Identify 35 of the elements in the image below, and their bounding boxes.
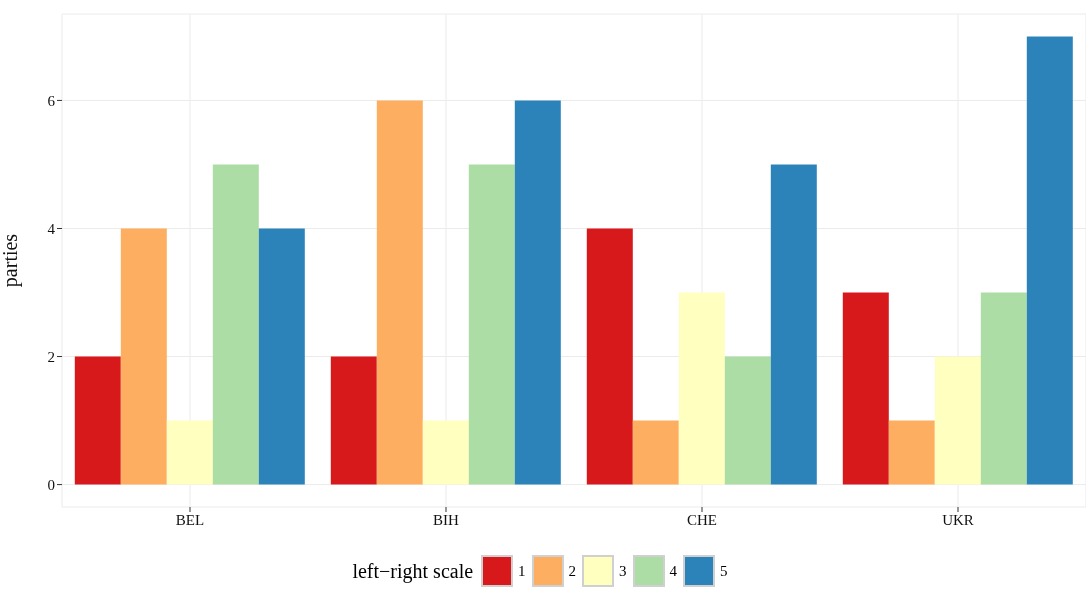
bar <box>888 420 935 485</box>
legend-label: 1 <box>518 562 526 580</box>
bar <box>330 356 377 485</box>
bar <box>212 164 259 485</box>
y-tick-label: 4 <box>47 220 56 237</box>
legend-label: 2 <box>568 562 577 580</box>
y-tick-label: 6 <box>47 92 56 109</box>
legend-label: 4 <box>669 562 678 580</box>
bar <box>422 420 469 485</box>
x-tick-label: BEL <box>175 511 205 528</box>
bar <box>842 292 889 485</box>
bar <box>678 292 725 485</box>
bar <box>770 164 817 485</box>
legend-title: left−right scale <box>352 559 474 583</box>
bar <box>376 100 423 485</box>
bar <box>724 356 771 485</box>
y-axis-title: parties <box>0 233 23 288</box>
bar <box>120 228 167 485</box>
y-tick-label: 2 <box>47 348 55 365</box>
bar <box>166 420 213 485</box>
bar <box>980 292 1027 485</box>
x-tick-label: UKR <box>942 511 974 528</box>
bar <box>258 228 305 485</box>
x-tick-label: CHE <box>687 511 717 528</box>
x-tick-label: BIH <box>433 511 460 528</box>
bar <box>74 356 121 485</box>
bar <box>468 164 515 485</box>
bar <box>1026 36 1073 485</box>
bar <box>586 228 633 485</box>
legend-label: 3 <box>619 562 627 580</box>
bar <box>934 356 981 485</box>
y-tick-label: 0 <box>47 476 55 493</box>
bar <box>632 420 679 485</box>
legend-label: 5 <box>720 562 728 580</box>
bar <box>514 100 561 485</box>
